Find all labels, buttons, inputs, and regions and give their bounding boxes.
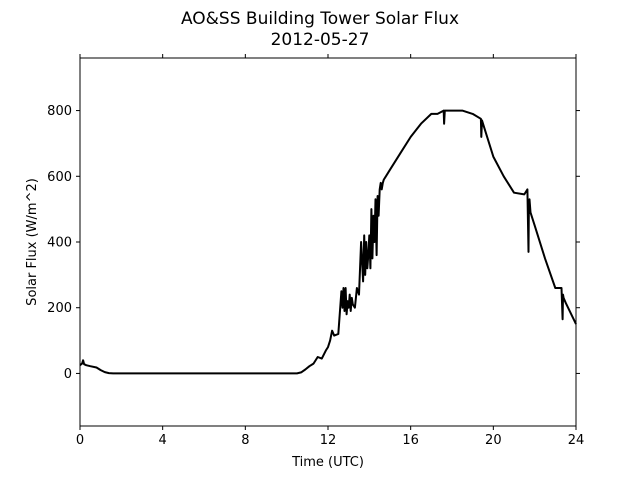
x-axis-label: Time (UTC) [291,455,364,470]
x-tick-label: 8 [241,433,249,448]
x-tick-label: 24 [568,433,585,448]
axes-frame [79,57,577,427]
y-tick-label: 600 [47,170,72,185]
chart-subtitle: 2012-05-27 [271,30,370,50]
x-tick-label: 0 [76,433,84,448]
x-tick-label: 12 [320,433,337,448]
series-line [79,109,577,375]
chart-title: AO&SS Building Tower Solar Flux [181,9,459,29]
y-axis-ticks: 0 200 400 600 800 [47,104,580,382]
y-axis-label: Solar Flux (W/m^2) [25,178,40,306]
x-tick-label: 16 [402,433,419,448]
x-tick-label: 20 [485,433,502,448]
plot-area [79,57,577,427]
y-tick-label: 400 [47,236,72,251]
y-tick-label: 800 [47,104,72,119]
x-axis-ticks: 0 4 8 12 16 20 24 [76,54,584,448]
x-tick-label: 4 [159,433,167,448]
y-tick-label: 200 [47,301,72,316]
y-tick-label: 0 [64,367,72,382]
